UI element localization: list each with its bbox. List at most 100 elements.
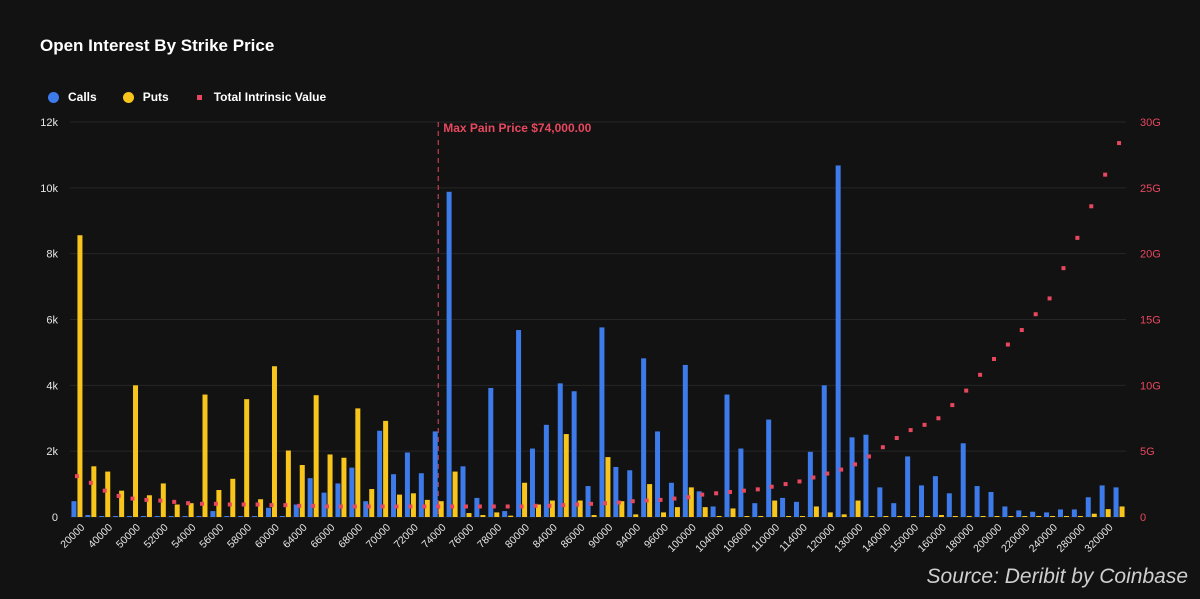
y-tick-label: 12k [40, 117, 58, 129]
intrinsic-point [158, 498, 163, 503]
calls-bars [71, 165, 1119, 518]
x-tick-label: 40000 [86, 522, 115, 551]
legend-item-puts[interactable]: Puts [122, 90, 169, 104]
calls-bar [1113, 487, 1119, 517]
intrinsic-point [1005, 342, 1010, 347]
puts-bar [897, 516, 903, 517]
calls-bar [265, 507, 271, 517]
puts-bar [91, 466, 97, 517]
calls-bar [655, 431, 661, 517]
x-tick-label: 64000 [281, 522, 310, 551]
x-tick-label: 58000 [225, 522, 254, 551]
intrinsic-point [241, 502, 246, 507]
calls-bar [919, 485, 925, 517]
puts-bar [1091, 513, 1097, 517]
calls-bar [307, 478, 313, 517]
puts-bar [466, 513, 472, 517]
intrinsic-point [116, 493, 121, 498]
intrinsic-point [172, 499, 177, 504]
puts-bar [591, 515, 597, 517]
x-tick-label: 84000 [531, 522, 560, 551]
y-tick-label: 6k [46, 315, 58, 327]
x-tick-label: 200000 [971, 522, 1004, 555]
calls-bar [613, 466, 619, 517]
calls-bar [127, 516, 133, 517]
calls-bar [529, 448, 535, 517]
intrinsic-point [783, 482, 788, 487]
intrinsic-point [269, 503, 274, 508]
intrinsic-point [741, 488, 746, 493]
intrinsic-point [992, 357, 996, 361]
x-tick-label: 60000 [253, 522, 282, 551]
y-tick-label: 4k [46, 380, 58, 392]
calls-bar [418, 473, 424, 517]
puts-bar [244, 399, 250, 517]
intrinsic-point [394, 504, 399, 509]
calls-bar [1099, 485, 1105, 517]
puts-bar [202, 394, 208, 517]
puts-bar [383, 420, 389, 517]
y-tick-label: 0 [52, 512, 58, 524]
puts-bar [327, 454, 333, 517]
x-tick-label: 320000 [1082, 522, 1115, 555]
intrinsic-point [283, 503, 288, 508]
intrinsic-point [866, 454, 871, 459]
puts-bar [633, 514, 639, 517]
calls-bar [460, 466, 466, 517]
puts-bar [341, 457, 347, 517]
puts-bar [911, 516, 917, 517]
source-note: Source: Deribit by Coinbase [926, 565, 1188, 588]
intrinsic-point [1047, 296, 1052, 301]
puts-bar [841, 514, 847, 517]
legend-item-calls[interactable]: Calls [48, 90, 97, 104]
puts-bar [188, 503, 194, 517]
intrinsic-point [366, 504, 371, 509]
intrinsic-point [380, 504, 385, 509]
x-tick-label: 56000 [197, 522, 226, 551]
intrinsic-point [1117, 141, 1122, 146]
calls-bar [321, 492, 327, 517]
calls-bar [377, 430, 383, 517]
intrinsic-point [880, 445, 885, 450]
calls-bar [821, 385, 827, 517]
calls-bar [168, 516, 174, 517]
calls-bar [1002, 506, 1008, 517]
puts-bar [688, 487, 694, 517]
x-tick-label: 240000 [1027, 522, 1060, 555]
puts-bar [105, 471, 111, 517]
puts-bar [980, 516, 986, 517]
puts-bar [438, 501, 444, 517]
intrinsic-point [644, 498, 649, 503]
intrinsic-point [130, 496, 135, 501]
x-tick-label: 72000 [392, 522, 421, 551]
x-tick-label: 74000 [420, 522, 449, 551]
intrinsic-point [575, 502, 580, 507]
intrinsic-point [797, 479, 802, 484]
calls-bar [877, 487, 883, 517]
grid-lines [70, 121, 1126, 518]
intrinsic-point [436, 504, 441, 509]
legend-item-intrinsic[interactable]: Total Intrinsic Value [195, 90, 326, 104]
calls-bar [502, 511, 508, 517]
intrinsic-point [1019, 328, 1024, 333]
x-tick-label: 130000 [832, 522, 865, 555]
intrinsic-points [74, 141, 1122, 509]
calls-bar [738, 448, 744, 517]
calls-bar [599, 327, 605, 517]
intrinsic-point [1061, 266, 1066, 271]
intrinsic-point [338, 504, 343, 509]
calls-bar [585, 486, 591, 517]
max-pain-annotation: Max Pain Price $74,000.00 [437, 121, 592, 517]
puts-bar [758, 516, 764, 517]
x-tick-label: 100000 [666, 522, 699, 555]
calls-bar [988, 491, 994, 517]
puts-bar [938, 515, 944, 517]
puts-bar [299, 464, 305, 517]
puts-bar [869, 516, 875, 517]
calls-bar [1016, 510, 1022, 517]
intrinsic-point [144, 497, 149, 502]
y-right-tick-label: 0 [1140, 512, 1146, 524]
intrinsic-point [255, 502, 260, 507]
intrinsic-point [505, 504, 510, 509]
puts-bar [522, 482, 528, 517]
